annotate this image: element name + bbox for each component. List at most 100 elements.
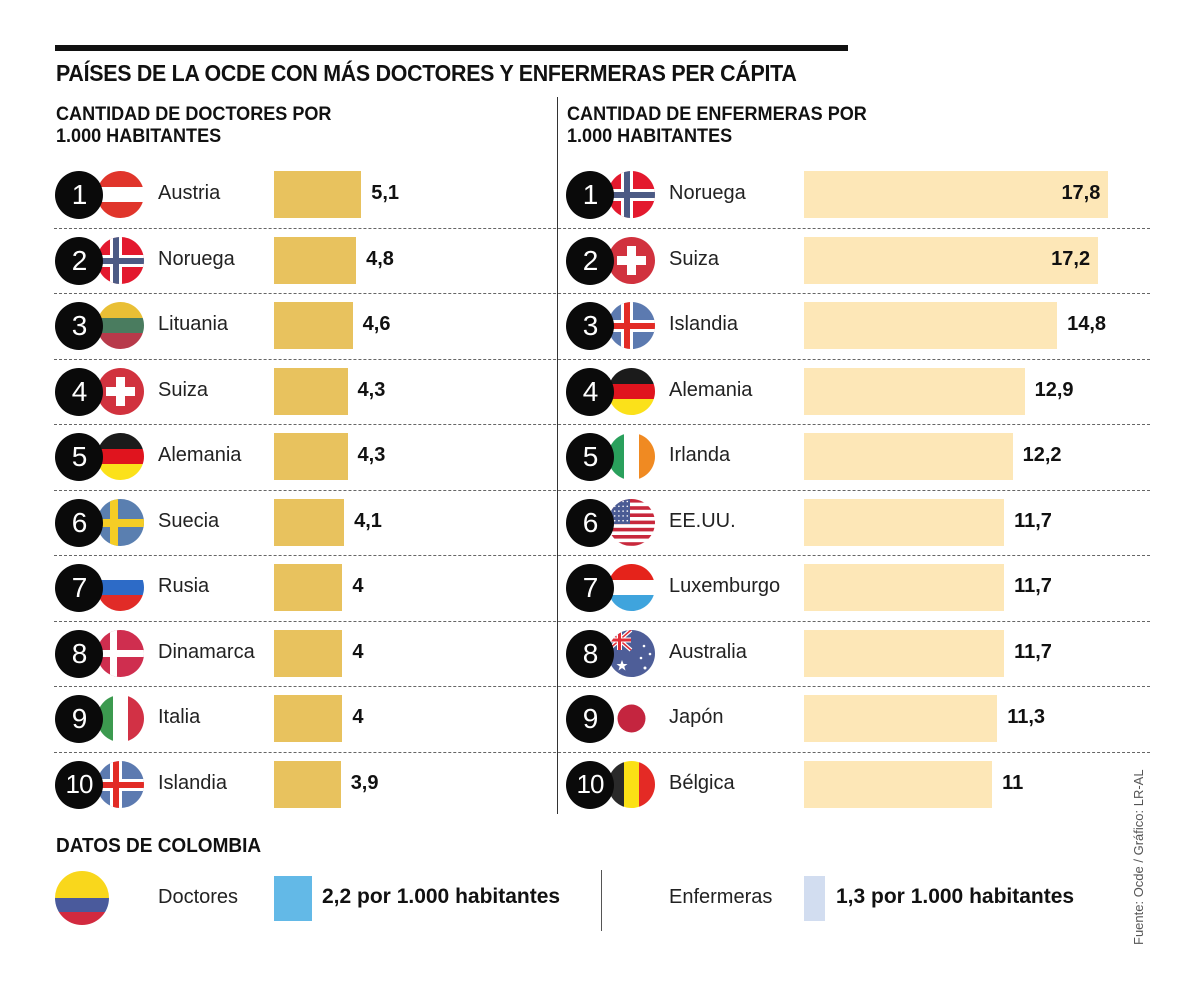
- nurses-bar: [804, 760, 993, 808]
- row-separator: [54, 358, 1150, 360]
- doctors-heading-line1: CANTIDAD DE DOCTORES POR: [56, 104, 332, 125]
- doctors-heading: CANTIDAD DE DOCTORES POR 1.000 HABITANTE…: [56, 104, 331, 148]
- japan-flag-icon: [608, 695, 655, 742]
- nurses-value-label: 11: [1002, 771, 1024, 794]
- doctors-country-name: Islandia: [158, 771, 227, 794]
- switzerland-flag-icon: [608, 236, 655, 284]
- colombia-doctors-value: 2,2 por 1.000 habitantes: [322, 885, 561, 908]
- colombia-doctors-swatch: [274, 876, 312, 921]
- doctors-heading-line2: 1.000 HABITANTES: [56, 126, 222, 147]
- row-separator: [54, 227, 1150, 229]
- nurses-heading: CANTIDAD DE ENFERMERAS POR 1.000 HABITAN…: [567, 104, 867, 148]
- nurses-bar: [804, 695, 998, 742]
- doctors-bar: [274, 629, 343, 677]
- doctors-value-label: 4,3: [357, 444, 386, 466]
- doctors-rank-badge: 10: [55, 760, 103, 809]
- nurses-bar: [804, 433, 1013, 480]
- nurses-country-name: Australia: [669, 640, 747, 663]
- doctors-rank-badge: 8: [55, 629, 103, 678]
- denmark-flag-icon: [97, 629, 144, 677]
- column-divider: [557, 97, 558, 814]
- doctors-value-label: 3,9: [350, 771, 379, 794]
- source-credit: Fuente: Ocde / Gráfico: LR-AL: [1131, 769, 1146, 945]
- nurses-value-label: 17,8: [1061, 182, 1101, 204]
- nurses-value-label: 12,2: [1022, 444, 1062, 466]
- colombia-nurses-label: Enfermeras: [669, 886, 773, 908]
- chart-title: PAÍSES DE LA OCDE CON MÁS DOCTORES Y ENF…: [56, 60, 797, 86]
- nurses-rank-badge: 10: [566, 760, 614, 809]
- doctors-value-label: 4: [352, 640, 364, 663]
- nurses-country-name: Islandia: [669, 313, 738, 335]
- doctors-country-name: Suiza: [158, 378, 209, 401]
- doctors-country-name: Alemania: [158, 444, 242, 466]
- doctors-value-label: 4,6: [362, 313, 391, 335]
- germany-flag-icon: [97, 433, 144, 480]
- germany-flag-icon: [608, 367, 655, 415]
- colombia-heading: DATOS DE COLOMBIA: [56, 835, 262, 857]
- luxembourg-flag-icon: [608, 564, 655, 611]
- nurses-value-label: 12,9: [1034, 378, 1074, 401]
- doctors-bar: [274, 367, 348, 415]
- row-separator: [54, 686, 1150, 687]
- doctors-bar: [274, 760, 341, 808]
- nurses-rank-badge: 3: [566, 302, 614, 350]
- doctors-rank-badge: 1: [55, 171, 103, 219]
- row-separator: [54, 424, 1150, 425]
- colombia-nurses-swatch: [804, 876, 825, 921]
- lithuania-flag-icon: [97, 302, 144, 349]
- nurses-rank-badge: 4: [566, 367, 614, 416]
- colombia-divider: [601, 870, 602, 931]
- row-separator: [54, 489, 1150, 491]
- doctors-value-label: 4,1: [354, 509, 382, 532]
- doctors-rank-badge: 3: [55, 302, 103, 350]
- doctors-value-label: 5,1: [371, 182, 400, 204]
- doctors-bar: [274, 171, 362, 218]
- nurses-bar: [804, 564, 1005, 611]
- nurses-country-name: Alemania: [669, 378, 753, 401]
- norway-flag-icon: [97, 236, 144, 284]
- nurses-country-name: Suiza: [669, 247, 720, 270]
- nurses-value-label: 11,7: [1014, 640, 1052, 663]
- doctors-country-name: Austria: [158, 182, 221, 204]
- nurses-heading-line1: CANTIDAD DE ENFERMERAS POR: [567, 104, 867, 125]
- doctors-country-name: Dinamarca: [158, 640, 255, 663]
- switzerland-flag-icon: [97, 367, 144, 415]
- doctors-bar: [274, 302, 353, 349]
- nurses-bar: [804, 498, 1005, 546]
- nurses-country-name: Irlanda: [669, 444, 731, 466]
- nurses-rank-badge: 9: [566, 695, 614, 743]
- nurses-country-name: Noruega: [669, 182, 746, 204]
- sweden-flag-icon: [97, 498, 144, 546]
- iceland-flag-icon: [608, 302, 655, 349]
- nurses-value-label: 14,8: [1067, 313, 1107, 335]
- australia-flag-icon: [608, 629, 655, 677]
- row-separator: [54, 293, 1150, 294]
- nurses-country-name: EE.UU.: [669, 509, 736, 532]
- nurses-value-label: 17,2: [1051, 247, 1091, 270]
- colombia-flag-icon: [55, 871, 109, 925]
- nurses-bar: [804, 171, 1109, 218]
- nurses-country-name: Luxemburgo: [669, 575, 781, 597]
- nurses-bar: [804, 236, 1099, 284]
- doctors-bar: [274, 564, 343, 611]
- colombia-nurses-value: 1,3 por 1.000 habitantes: [836, 885, 1075, 908]
- doctors-bar: [274, 498, 345, 546]
- doctors-value-label: 4: [352, 575, 364, 597]
- doctors-bar: [274, 695, 343, 742]
- nurses-bar: [804, 629, 1005, 677]
- usa-flag-icon: [608, 498, 655, 546]
- nurses-country-name: Bélgica: [669, 771, 735, 794]
- doctors-rank-badge: 6: [55, 498, 103, 547]
- doctors-country-name: Lituania: [158, 313, 229, 335]
- doctors-country-name: Suecia: [158, 509, 220, 532]
- nurses-heading-line2: 1.000 HABITANTES: [567, 126, 733, 147]
- colombia-doctors-label: Doctores: [158, 886, 239, 908]
- top-rule: [55, 45, 848, 51]
- doctors-rank-badge: 7: [55, 564, 103, 612]
- nurses-rank-badge: 8: [566, 629, 614, 678]
- doctors-country-name: Noruega: [158, 247, 235, 270]
- nurses-rank-badge: 2: [566, 236, 614, 285]
- norway-flag-icon: [608, 171, 655, 218]
- doctors-rank-badge: 4: [55, 367, 103, 416]
- russia-flag-icon: [97, 564, 144, 611]
